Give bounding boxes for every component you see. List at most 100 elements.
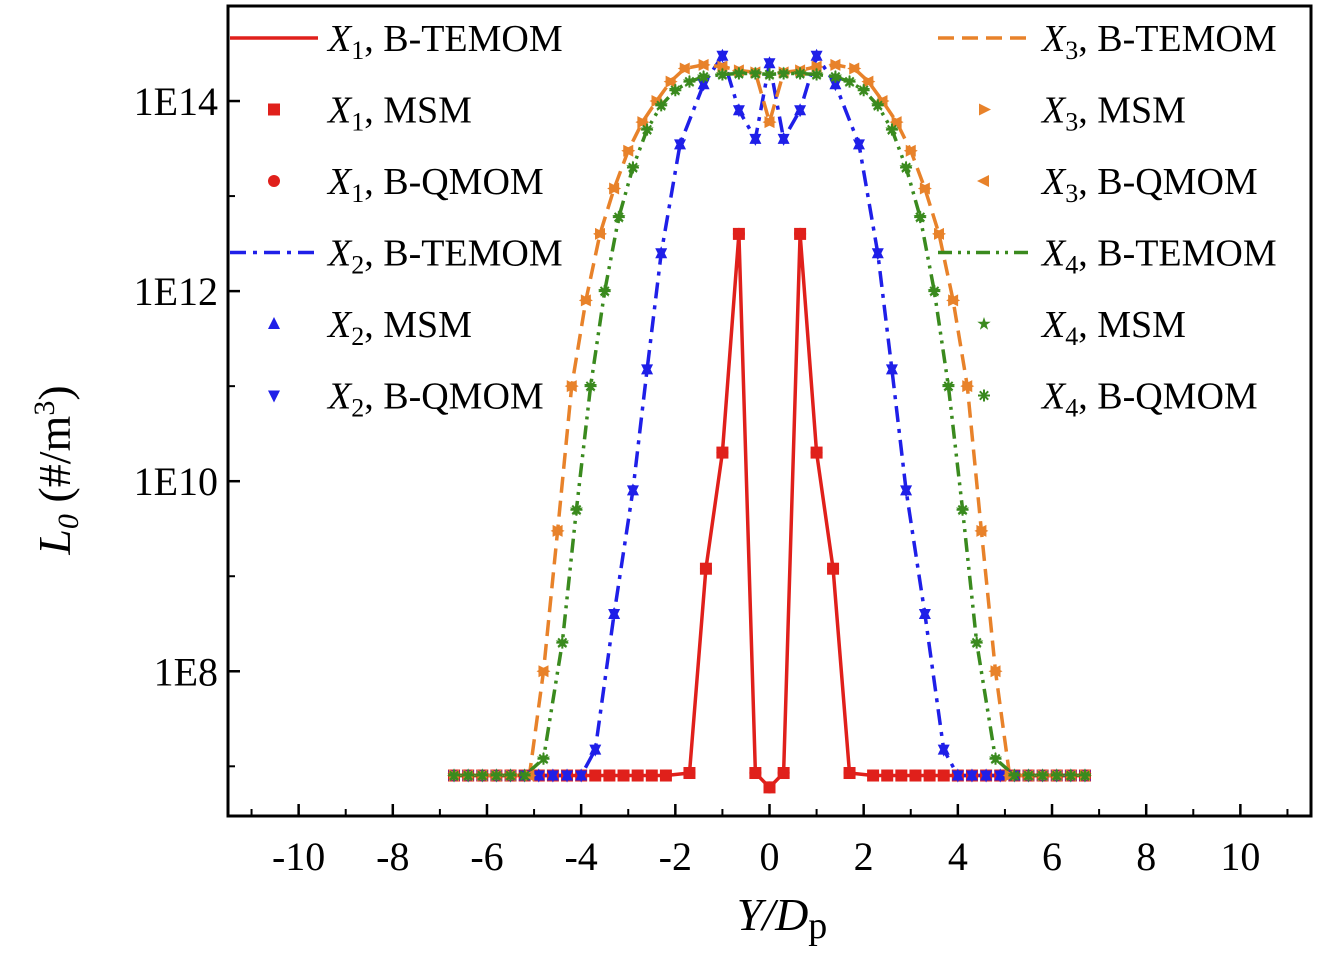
data-point <box>989 752 1002 765</box>
x-axis-title-main: Y/D <box>737 889 809 940</box>
data-point <box>641 364 654 377</box>
data-point <box>546 770 559 783</box>
legend-label-method: , B-TEMOM <box>364 233 562 275</box>
x-axis-title-sub: p <box>808 905 827 947</box>
data-point <box>843 767 856 780</box>
legend-entry: X3, MSM <box>979 90 1186 137</box>
data-point <box>608 609 621 622</box>
data-point <box>716 50 729 63</box>
legend-label: X4, MSM <box>1040 304 1186 351</box>
legend-entry: X4, MSM <box>977 304 1186 351</box>
axis-layer: -10 -8 -6 -4 -2 0 2 4 6 8 10 1E8 1E10 1E12 1E14 <box>134 79 1289 879</box>
data-point <box>852 139 865 152</box>
data-point <box>631 769 644 782</box>
data-point <box>988 665 1001 678</box>
data-point <box>974 524 987 537</box>
x-tick-label: 10 <box>1220 834 1260 879</box>
legend-label-sub: 1 <box>351 108 364 137</box>
data-point <box>857 84 870 97</box>
data-point <box>810 446 823 459</box>
data-point <box>732 67 745 80</box>
legend-entry: X2, MSM <box>268 304 472 351</box>
series-line-group <box>454 232 1085 790</box>
series-line <box>454 53 1085 778</box>
data-point <box>763 58 776 71</box>
legend-label-method: , B-QMOM <box>1078 376 1257 418</box>
data-point <box>960 380 973 393</box>
legend-label-var: X <box>1040 90 1067 132</box>
data-point <box>564 380 577 393</box>
series-line-group <box>454 53 1085 778</box>
data-point <box>900 161 913 174</box>
data-point <box>589 744 602 757</box>
data-point <box>810 68 823 81</box>
y-axis-title-sub: 0 <box>52 514 85 529</box>
legend-label: X4, B-QMOM <box>1040 376 1258 423</box>
legend-label-method: , MSM <box>364 304 472 346</box>
legend-label-var: X <box>1040 18 1067 60</box>
legend-label-sub: 2 <box>351 322 364 351</box>
legend-label: X3, MSM <box>1040 90 1186 137</box>
data-point <box>677 62 690 75</box>
legend-label-var: X <box>1040 161 1067 203</box>
data-point <box>556 636 569 649</box>
legend-label-method: , MSM <box>364 90 472 132</box>
data-point <box>699 562 712 575</box>
legend-label-sub: 3 <box>1065 179 1078 208</box>
legend-label-sub: 2 <box>351 251 364 280</box>
data-point <box>810 50 823 63</box>
legend-entry: X1, B-QMOM <box>268 161 544 208</box>
data-point <box>592 227 605 240</box>
legend-label: X3, B-TEMOM <box>1040 18 1277 65</box>
data-point <box>532 770 545 783</box>
x-tick-label: -2 <box>659 834 692 879</box>
series-marker-group <box>448 67 1091 782</box>
legend-entry: X3, B-QMOM <box>977 161 1258 208</box>
data-point <box>655 99 668 112</box>
x-tick-label: 4 <box>948 834 968 879</box>
legend-label-method: , B-QMOM <box>1078 161 1257 203</box>
data-point <box>794 67 807 80</box>
data-point <box>909 769 922 782</box>
y-axis-title-main: L <box>29 529 80 556</box>
data-point <box>697 79 710 92</box>
data-point <box>970 636 983 649</box>
data-point <box>867 769 880 782</box>
x-axis-title: Y/Dp <box>737 889 828 947</box>
legend-marker-sample <box>268 317 280 329</box>
legend-label-method: , B-TEMOM <box>364 18 562 60</box>
data-point <box>889 116 902 129</box>
data-point <box>749 67 762 80</box>
x-tick-label: -4 <box>564 834 597 879</box>
data-point <box>504 769 517 782</box>
legend-label-method: , B-QMOM <box>364 161 543 203</box>
data-point <box>669 84 682 97</box>
series-line <box>454 63 1085 778</box>
legend-label-method: , B-TEMOM <box>1078 18 1276 60</box>
data-point <box>732 227 745 240</box>
data-point <box>956 503 969 516</box>
y-axis-title-unit: (#/m <box>29 415 80 514</box>
data-point <box>1008 769 1021 782</box>
series-line-group <box>454 71 1085 778</box>
data-point <box>932 227 945 240</box>
data-point <box>900 485 913 498</box>
data-point <box>917 182 930 195</box>
data-point <box>570 503 583 516</box>
legend-label-var: X <box>326 18 353 60</box>
legend-label-var: X <box>1040 376 1067 418</box>
legend-marker-sample <box>977 175 989 187</box>
data-point <box>683 75 696 88</box>
x-tick-label: -8 <box>376 834 409 879</box>
legend-label-var: X <box>326 90 353 132</box>
legend-label-sub: 4 <box>1065 251 1078 280</box>
data-point <box>871 248 884 261</box>
data-point <box>829 79 842 92</box>
data-point <box>716 68 729 81</box>
y-tick-label: 1E8 <box>154 649 218 694</box>
legend-label-sub: 2 <box>351 394 364 423</box>
legend-label: X4, B-TEMOM <box>1040 233 1277 280</box>
series-marker-group <box>448 227 1091 794</box>
x-tick-label: -6 <box>470 834 503 879</box>
data-point <box>885 123 898 136</box>
